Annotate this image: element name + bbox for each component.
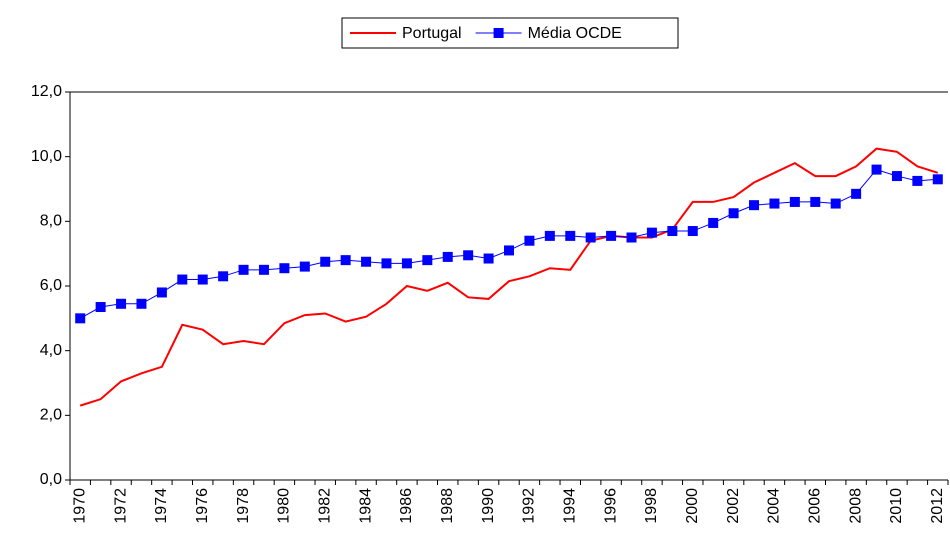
series-marker bbox=[565, 230, 576, 241]
x-tick-label: 1976 bbox=[194, 488, 211, 524]
legend-label: Portugal bbox=[402, 25, 462, 42]
series-marker bbox=[708, 217, 719, 228]
series-marker bbox=[789, 196, 800, 207]
series-marker bbox=[116, 298, 127, 309]
series-marker bbox=[442, 251, 453, 262]
y-tick-label: 10,0 bbox=[31, 148, 62, 165]
series-marker bbox=[585, 232, 596, 243]
x-tick-label: 1974 bbox=[153, 488, 170, 524]
x-tick-label: 1990 bbox=[480, 488, 497, 524]
x-tick-label: 2002 bbox=[725, 488, 742, 524]
series-marker bbox=[646, 227, 657, 238]
x-tick-label: 1998 bbox=[643, 488, 660, 524]
series-marker bbox=[401, 258, 412, 269]
x-tick-label: 1994 bbox=[561, 488, 578, 524]
x-tick-label: 2000 bbox=[684, 488, 701, 524]
series-marker bbox=[258, 264, 269, 275]
y-tick-label: 8,0 bbox=[40, 213, 62, 230]
series-marker bbox=[932, 174, 943, 185]
series-marker bbox=[136, 298, 147, 309]
series-marker bbox=[320, 256, 331, 267]
series-marker bbox=[504, 245, 514, 256]
series-marker bbox=[381, 258, 392, 269]
x-tick-label: 2012 bbox=[929, 488, 946, 524]
series-marker bbox=[156, 287, 167, 298]
series-marker bbox=[340, 255, 351, 266]
series-marker bbox=[483, 253, 494, 264]
series-marker bbox=[667, 226, 678, 237]
series-marker bbox=[728, 208, 739, 219]
series-marker bbox=[463, 250, 474, 261]
series-marker bbox=[299, 261, 310, 272]
x-tick-label: 1982 bbox=[316, 488, 333, 524]
series-marker bbox=[361, 256, 372, 267]
y-tick-label: 0,0 bbox=[40, 471, 62, 488]
series-marker bbox=[279, 263, 290, 274]
series-marker bbox=[769, 198, 780, 209]
series-line bbox=[79, 147, 939, 407]
series-marker bbox=[687, 226, 698, 237]
series-marker bbox=[891, 171, 902, 182]
x-tick-label: 2006 bbox=[806, 488, 823, 524]
x-tick-label: 1986 bbox=[398, 488, 415, 524]
series-marker bbox=[75, 313, 86, 324]
x-tick-label: 2008 bbox=[847, 488, 864, 524]
legend-label: Média OCDE bbox=[528, 25, 622, 42]
x-tick-label: 1978 bbox=[235, 488, 252, 524]
series-marker bbox=[238, 264, 249, 275]
series-marker bbox=[177, 274, 188, 285]
series-marker bbox=[912, 175, 923, 186]
series-marker bbox=[422, 255, 433, 266]
x-tick-label: 1992 bbox=[521, 488, 538, 524]
series-marker bbox=[810, 196, 821, 207]
x-tick-label: 1984 bbox=[357, 488, 374, 524]
y-tick-label: 6,0 bbox=[40, 277, 62, 294]
x-tick-label: 1980 bbox=[276, 488, 293, 524]
series-marker bbox=[544, 230, 555, 241]
y-tick-label: 12,0 bbox=[31, 83, 62, 100]
x-tick-label: 2004 bbox=[766, 488, 783, 524]
series-marker bbox=[749, 200, 760, 211]
y-tick-label: 2,0 bbox=[40, 407, 62, 424]
series-marker bbox=[218, 271, 229, 282]
series-marker bbox=[606, 230, 617, 241]
legend: Portugal Média OCDE bbox=[341, 17, 679, 49]
y-tick-label: 4,0 bbox=[40, 342, 62, 359]
x-tick-label: 1970 bbox=[71, 488, 88, 524]
series-marker bbox=[626, 232, 637, 243]
series-marker bbox=[95, 302, 106, 313]
series-marker bbox=[871, 164, 882, 175]
series-marker bbox=[197, 274, 208, 285]
x-tick-label: 1972 bbox=[112, 488, 129, 524]
x-tick-label: 1988 bbox=[439, 488, 456, 524]
series-marker bbox=[830, 198, 841, 209]
legend-marker bbox=[493, 28, 504, 38]
series-marker bbox=[524, 235, 535, 246]
x-tick-label: 2010 bbox=[888, 488, 905, 524]
x-tick-label: 1996 bbox=[602, 488, 619, 524]
series-marker bbox=[851, 188, 862, 199]
